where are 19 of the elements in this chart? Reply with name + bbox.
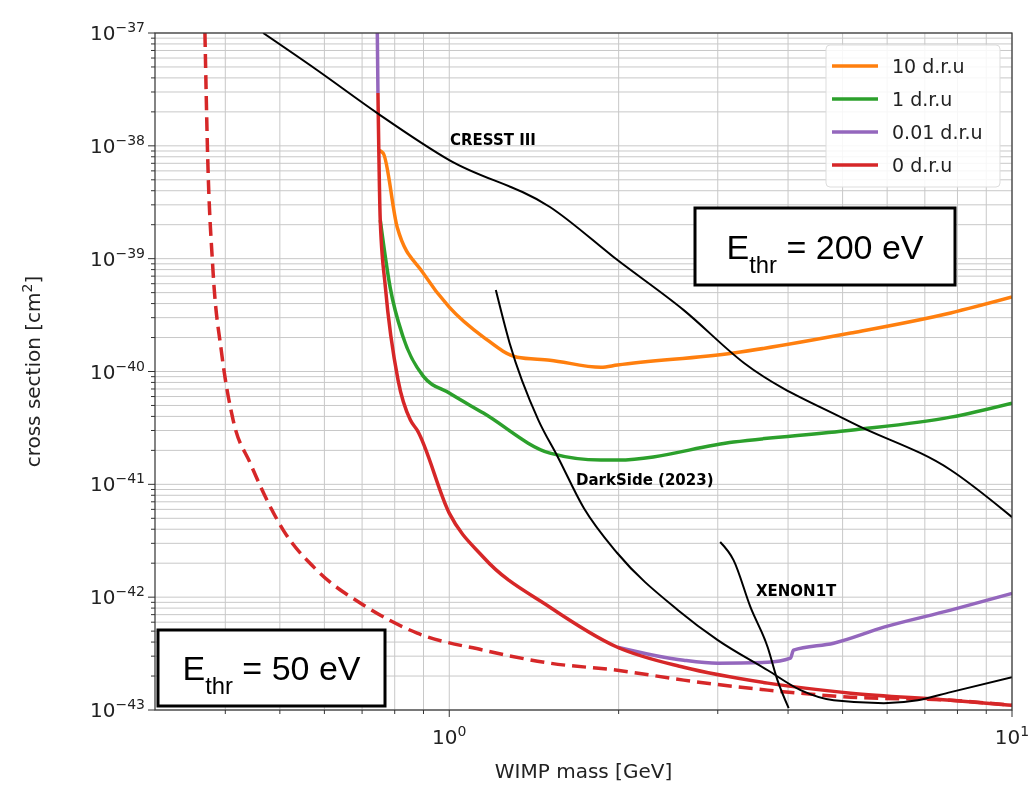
y-tick-label: 10$^{−41}$ xyxy=(90,470,145,497)
y-tick-label: 10$^{−38}$ xyxy=(90,131,145,158)
legend-label: 0.01 d.r.u xyxy=(892,121,983,143)
series-label: XENON1T xyxy=(756,582,838,600)
series-label: CRESST III xyxy=(450,131,536,149)
x-tick-label: 10$^{0}$ xyxy=(432,723,467,749)
x-tick-label: 10$^{1}$ xyxy=(994,723,1030,749)
legend-label: 1 d.r.u xyxy=(892,88,953,110)
series-label: DarkSide (2023) xyxy=(576,471,714,489)
y-tick-label: 10$^{−42}$ xyxy=(90,583,145,610)
y-tick-label: 10$^{−40}$ xyxy=(90,357,145,384)
x-axis-title: WIMP mass [GeV] xyxy=(494,759,673,783)
y-tick-label: 10$^{−43}$ xyxy=(90,696,145,722)
annotation: E$_{thr}$ = 50 eV xyxy=(182,649,361,699)
y-tick-label: 10$^{−37}$ xyxy=(90,19,145,45)
annotation: E$_{thr}$ = 200 eV xyxy=(726,227,924,277)
legend-label: 10 d.r.u xyxy=(892,55,965,77)
y-tick-label: 10$^{−39}$ xyxy=(90,244,145,271)
legend-label: 0 d.r.u xyxy=(892,154,953,176)
